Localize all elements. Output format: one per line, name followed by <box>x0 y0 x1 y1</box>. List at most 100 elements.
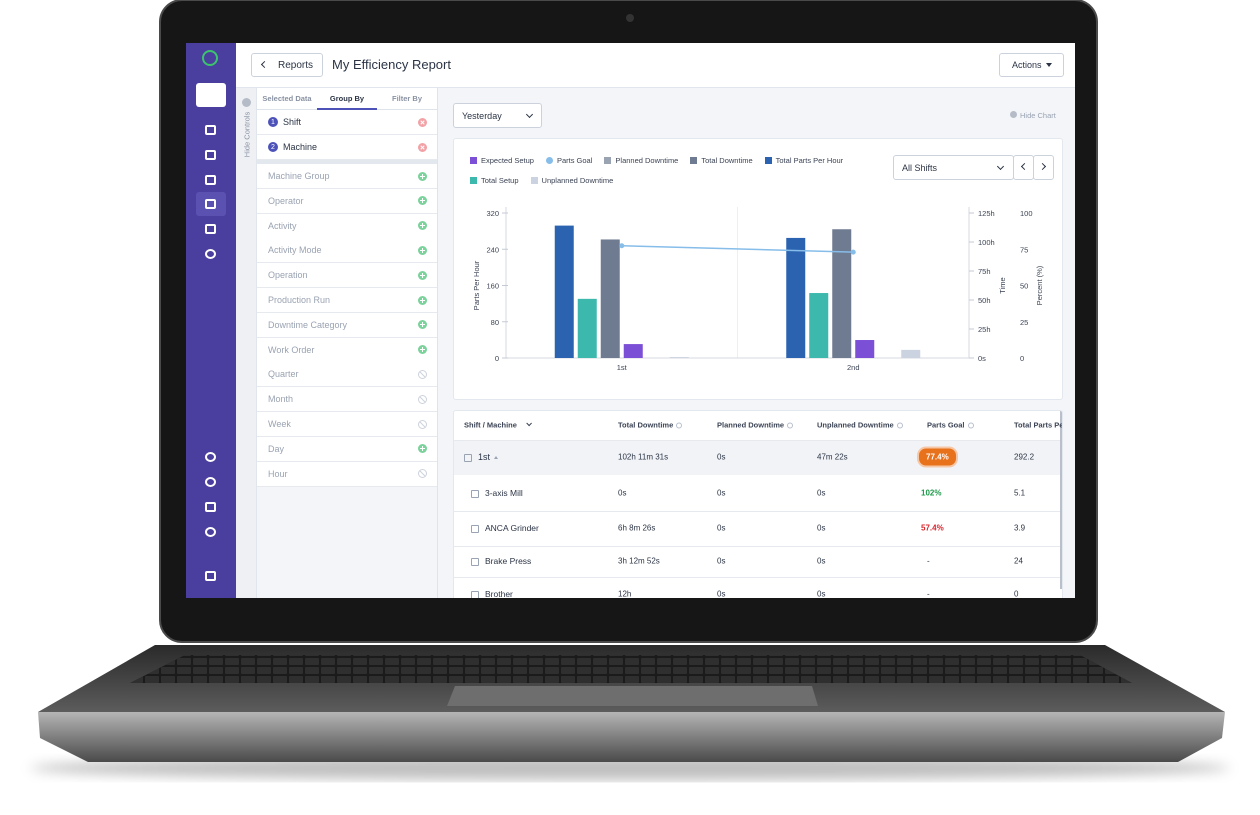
nav-icon[interactable] <box>205 224 216 234</box>
actions-button[interactable]: Actions <box>999 53 1064 77</box>
scrollbar[interactable] <box>1060 411 1062 589</box>
row-icon <box>471 489 479 498</box>
sidebar <box>186 43 236 598</box>
remove-icon[interactable] <box>418 142 427 152</box>
legend-item: Parts Goal <box>545 155 592 165</box>
add-icon[interactable] <box>418 320 427 330</box>
row-icon <box>471 524 479 533</box>
next-button[interactable] <box>1033 155 1054 180</box>
column-label: Planned Downtime <box>717 420 785 430</box>
row-label: Brother <box>485 589 513 598</box>
add-icon[interactable] <box>418 270 427 280</box>
add-icon[interactable] <box>418 171 427 181</box>
legend-swatch <box>470 176 477 184</box>
hide-icon <box>242 98 251 107</box>
bar <box>600 239 620 358</box>
add-icon[interactable] <box>418 196 427 206</box>
add-icon[interactable] <box>418 295 427 305</box>
back-button[interactable]: Reports <box>251 53 323 77</box>
y3-tick-label: 75 <box>1020 245 1028 254</box>
actions-caret <box>1046 63 1052 67</box>
bar <box>901 349 921 358</box>
remove-icon[interactable] <box>418 117 427 127</box>
logo <box>202 50 218 66</box>
legend-swatch <box>545 156 553 164</box>
option-label: Quarter <box>268 369 299 380</box>
camera <box>626 14 634 22</box>
shift-select[interactable]: All Shifts <box>893 155 1014 180</box>
option-label: Operation <box>268 270 308 281</box>
table-cell: - <box>927 556 930 566</box>
nav-active[interactable] <box>196 83 226 107</box>
legend-label: Total Downtime <box>701 155 753 165</box>
row-label: ANCA Grinder <box>485 523 539 533</box>
add-icon[interactable] <box>418 221 427 231</box>
option-row: Work Order <box>257 337 437 363</box>
nav-icon[interactable] <box>205 199 216 209</box>
hide-chart[interactable]: Hide Chart <box>1020 111 1056 120</box>
nav-settings[interactable] <box>205 527 216 537</box>
y-tick-label: 80 <box>491 318 499 327</box>
selected-row: 1 Shift <box>257 110 437 135</box>
option-row: Downtime Category <box>257 312 437 338</box>
y2-tick-label: 75h <box>978 267 991 276</box>
screen: Reports My Efficiency Report Actions Hid… <box>186 43 1075 598</box>
legend-label: Expected Setup <box>481 155 534 165</box>
table-cell: 0s <box>717 488 726 498</box>
info-icon <box>896 422 903 429</box>
legend-item: Total Setup <box>470 175 519 185</box>
option-row: Week <box>257 412 437 437</box>
add-icon[interactable] <box>418 444 427 454</box>
header: Reports My Efficiency Report Actions <box>236 43 1075 88</box>
y-tick-label: 160 <box>486 282 499 291</box>
nav-logout[interactable] <box>205 571 216 581</box>
add-icon[interactable] <box>418 345 427 355</box>
row-label: 1st <box>478 452 491 462</box>
nav-selected[interactable] <box>196 192 226 216</box>
row-divider <box>454 577 1060 578</box>
hide-controls-strip[interactable]: Hide Controls <box>236 88 257 598</box>
option-label: Downtime Category <box>268 319 348 330</box>
option-row: Operation <box>257 263 437 289</box>
keys <box>130 655 1132 683</box>
add-icon[interactable] <box>418 245 427 255</box>
legend-swatch <box>690 156 698 164</box>
y2-tick-label: 100h <box>978 238 995 247</box>
nav-lock[interactable] <box>205 502 216 512</box>
nav-icon[interactable] <box>205 125 216 135</box>
nav-icon[interactable] <box>205 150 216 160</box>
date-range-label: Yesterday <box>462 110 502 121</box>
table-cell: 0 <box>1014 589 1019 599</box>
tab[interactable]: Selected Data <box>257 88 317 110</box>
table-cell: 0s <box>817 523 826 533</box>
option-label: Work Order <box>268 344 315 355</box>
y3-tick-label: 100 <box>1020 209 1033 218</box>
actions-label: Actions <box>1012 60 1042 70</box>
row-icon <box>464 453 472 462</box>
chart-card: Expected Setup Parts Goal Planned Downtime… <box>453 138 1063 400</box>
legend-item: Total Downtime <box>690 155 753 165</box>
machine-name: ANCA Grinder <box>471 523 539 533</box>
y2-tick-label: 0s <box>978 354 986 363</box>
date-range-select[interactable]: Yesterday <box>453 103 542 128</box>
table-cell: 0s <box>717 452 726 462</box>
column-header: Planned Downtime <box>717 420 794 430</box>
nav-search[interactable] <box>205 452 216 462</box>
legend-label: Planned Downtime <box>615 155 679 165</box>
option-label: Hour <box>268 468 288 479</box>
column-label: Unplanned Downtime <box>817 420 894 430</box>
option-label: Month <box>268 394 294 405</box>
column-header: Total Downtime <box>618 421 683 430</box>
nav-icon[interactable] <box>205 175 216 185</box>
tab[interactable]: Filter By <box>377 88 437 110</box>
table-cell: 5.1 <box>1014 488 1026 498</box>
nav-icon[interactable] <box>205 249 216 259</box>
tab[interactable]: Group By <box>317 88 377 110</box>
table-cell: 102% <box>921 488 942 498</box>
legend-swatch <box>764 156 772 164</box>
bar <box>577 298 597 358</box>
nav-help[interactable] <box>205 477 216 487</box>
bar <box>809 293 829 358</box>
option-label: Machine Group <box>268 171 330 181</box>
legend-swatch <box>530 176 538 184</box>
